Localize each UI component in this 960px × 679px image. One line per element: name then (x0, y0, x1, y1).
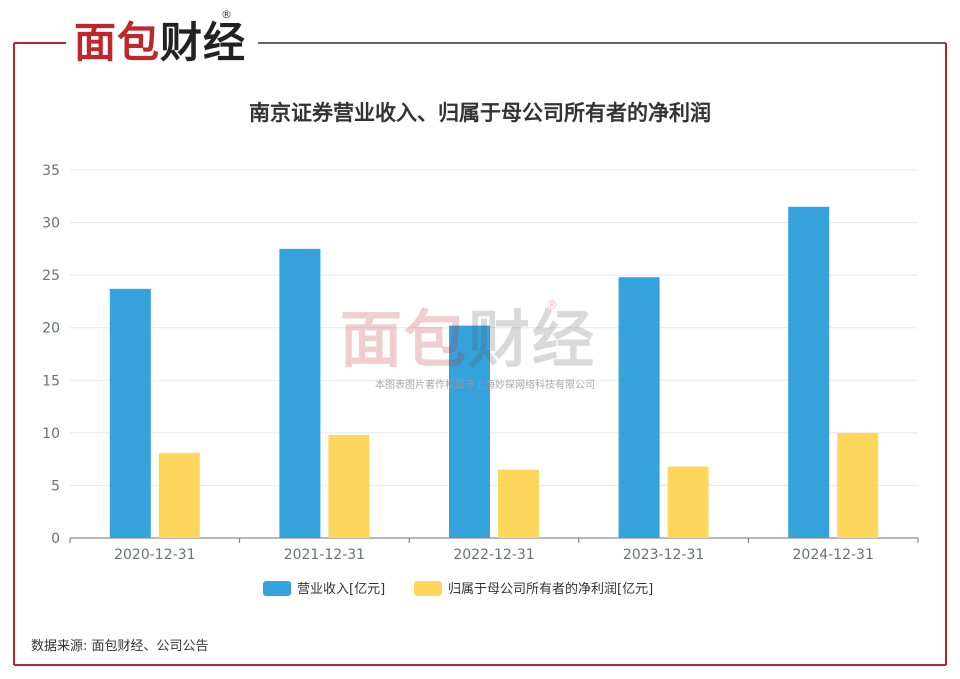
y-tick-label: 25 (42, 268, 60, 284)
bar-net-profit (837, 432, 879, 538)
x-tick-label: 2021-12-31 (284, 547, 365, 563)
legend-label-net-profit: 归属于母公司所有者的净利润[亿元] (448, 581, 653, 597)
bar-net-profit (498, 469, 539, 538)
y-tick-label: 5 (51, 478, 60, 494)
data-source: 数据来源: 面包财经、公司公告 (31, 639, 209, 654)
logo-part2: 财经 (160, 18, 247, 67)
legend-swatch (414, 581, 442, 596)
legend-label-revenue: 营业收入[亿元] (297, 582, 385, 597)
y-tick-label: 15 (42, 373, 60, 389)
logo-part1: 面包 (74, 18, 161, 67)
bar-revenue (109, 288, 151, 538)
bar-revenue (788, 206, 830, 539)
y-tick-label: 35 (42, 163, 60, 179)
registered-mark: ® (221, 8, 233, 21)
y-tick-label: 20 (42, 321, 60, 337)
y-tick-label: 0 (51, 531, 60, 547)
bar-revenue (449, 325, 490, 538)
bar-net-profit (158, 452, 200, 538)
x-tick-label: 2024-12-31 (793, 547, 874, 563)
bar-net-profit (328, 434, 370, 538)
bar-net-profit (667, 466, 709, 538)
chart-title: 南京证券营业收入、归属于母公司所有者的净利润 (249, 101, 711, 125)
bar-revenue (618, 277, 660, 538)
bar-revenue (279, 248, 321, 538)
legend-swatch (263, 581, 291, 596)
x-tick-label: 2023-12-31 (623, 547, 704, 563)
y-tick-label: 10 (42, 426, 60, 442)
x-tick-label: 2020-12-31 (114, 547, 195, 563)
brand-logo: 面包财经 ® (66, 8, 255, 68)
y-tick-label: 30 (42, 216, 60, 232)
x-tick-label: 2022-12-31 (453, 547, 534, 563)
